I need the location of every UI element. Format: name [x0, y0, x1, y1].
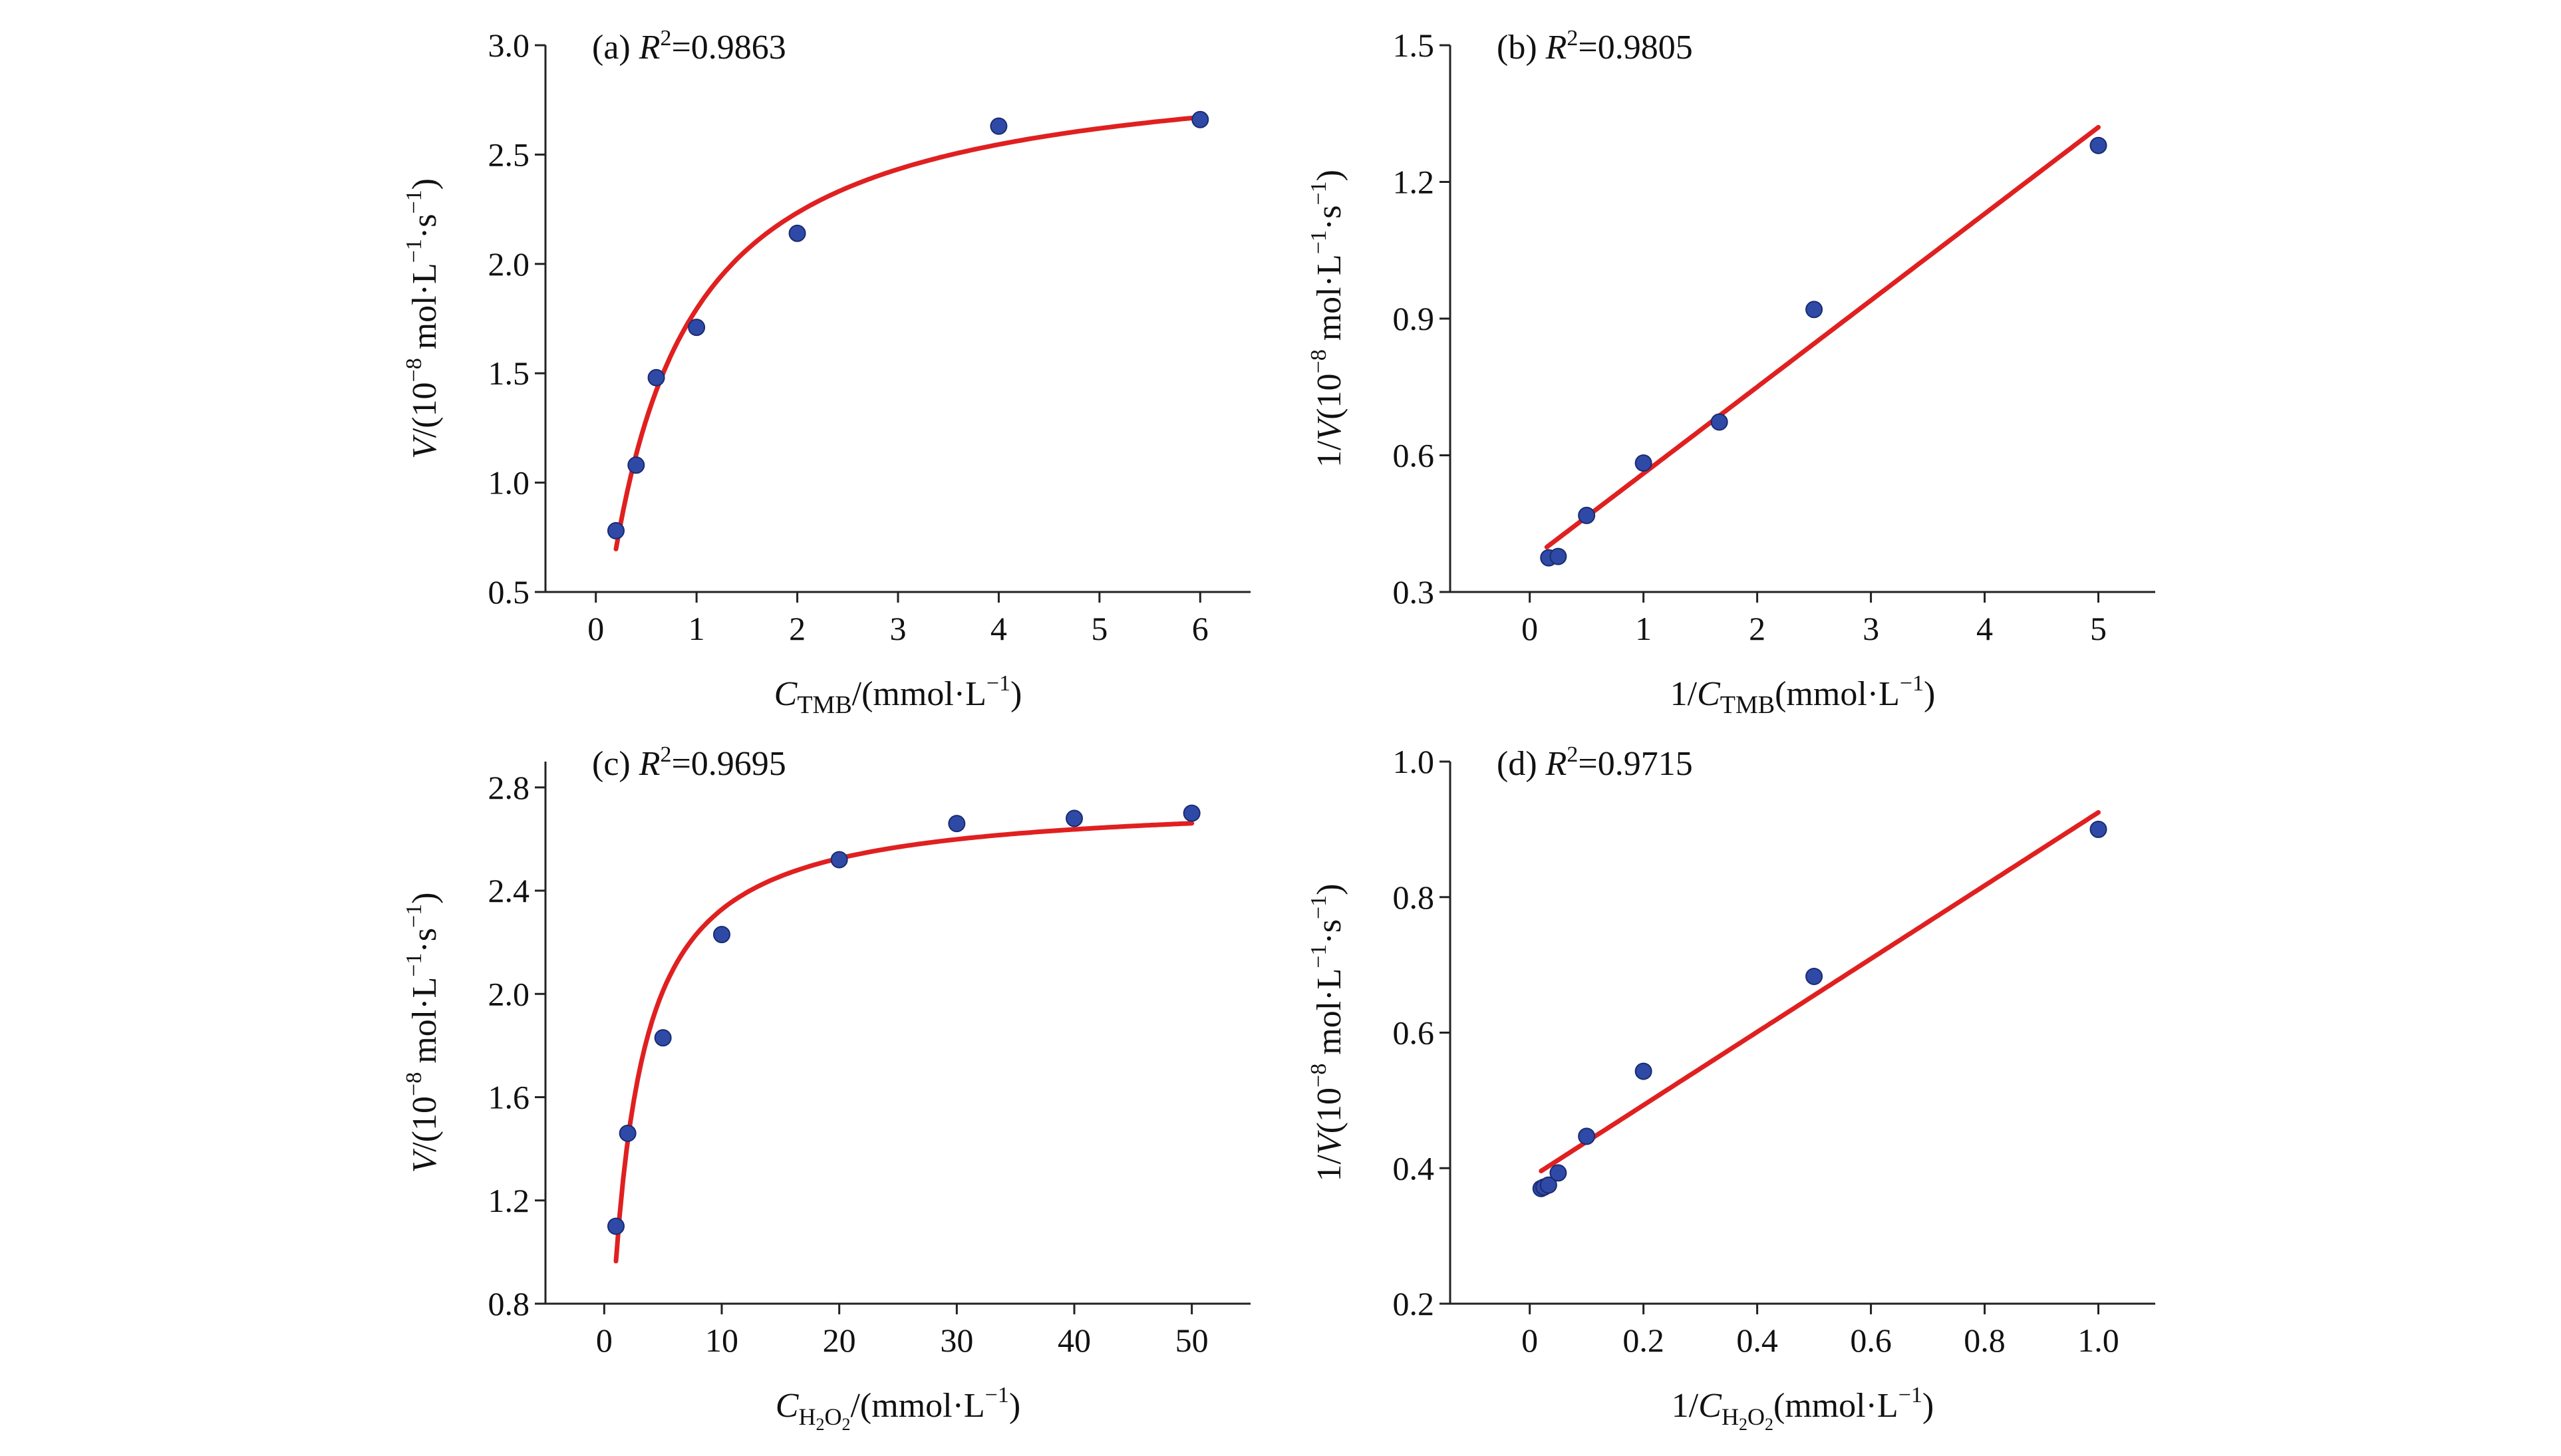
data-point: [1183, 804, 1201, 822]
data-point: [1539, 1176, 1557, 1194]
x-tick-label: 10: [705, 1322, 738, 1359]
x-tick-label: 30: [940, 1322, 973, 1359]
data-point: [990, 117, 1008, 135]
fit-line: [613, 114, 1203, 551]
x-tick-label: 1: [688, 610, 705, 647]
x-tick-label: 20: [823, 1322, 856, 1359]
y-tick-label: 1.6: [488, 1079, 530, 1116]
panel-c: 0 10 20 30 40 50 0.8 1.2 1.6 2.0 2.4 2.8 (c) R2=0.96…: [402, 742, 1251, 1434]
data-point: [607, 521, 625, 539]
data-point: [948, 815, 966, 833]
y-axis-label: V/(10−8 mol·L−1·s−1): [402, 893, 444, 1173]
x-tick-label: 0: [1521, 610, 1538, 647]
x-tick-label: 40: [1058, 1322, 1091, 1359]
y-tick-label: 1.2: [1393, 164, 1435, 201]
x-tick-label: 1: [1635, 610, 1652, 647]
panel-label: (a) R2=0.9863: [592, 26, 786, 67]
x-tick-label: 5: [2090, 610, 2107, 647]
data-point: [1634, 1062, 1652, 1080]
data-point: [1066, 809, 1083, 827]
data-point: [2089, 820, 2107, 838]
data-point: [713, 926, 730, 944]
fit-line: [1544, 124, 2101, 549]
y-tick-label: 0.5: [488, 573, 530, 611]
y-tick-label: 0.2: [1393, 1285, 1435, 1322]
panel-d: 0 0.2 0.4 0.6 0.8 1.0 0.2 0.4 0.6 0.8 1.0 (d) R2=0.…: [1306, 742, 2155, 1434]
y-axis-label: 1/V(10−8 mol·L−1·s−1): [1306, 884, 1348, 1182]
x-axis-label: 1/CH2O2(mmol·L−1): [1672, 1383, 1934, 1434]
x-tick-label: 0: [596, 1322, 613, 1359]
x-tick-label: 4: [1976, 610, 1993, 647]
data-point: [830, 851, 848, 869]
x-axis-label: CH2O2/(mmol·L−1): [776, 1383, 1020, 1434]
y-tick-label: 2.4: [488, 872, 530, 909]
y-tick-label: 0.8: [488, 1285, 530, 1322]
data-point: [2089, 136, 2107, 154]
x-tick-label: 1.0: [2077, 1322, 2119, 1359]
y-tick-label: 0.6: [1393, 437, 1435, 474]
data-point: [607, 1217, 625, 1235]
y-tick-label: 1.0: [1393, 743, 1435, 780]
data-point: [627, 456, 645, 474]
x-tick-label: 0.2: [1622, 1322, 1664, 1359]
y-axis-label: 1/V(10−8 mol·L−1·s−1): [1306, 170, 1348, 468]
data-point: [619, 1124, 637, 1142]
data-point: [1191, 110, 1209, 128]
x-axis-label: 1/CTMB(mmol·L−1): [1670, 671, 1936, 719]
panel-b: 0 1 2 3 4 5 0.3 0.6 0.9 1.2 1.5 (b) R2=0.9805 1/CTMB…: [1306, 26, 2155, 719]
x-tick-label: 3: [890, 610, 907, 647]
fit-line: [613, 821, 1195, 1264]
x-tick-label: 0: [1521, 1322, 1538, 1359]
data-point: [1578, 506, 1596, 524]
y-tick-label: 0.8: [1393, 879, 1435, 916]
y-tick-label: 1.2: [488, 1182, 530, 1219]
y-tick-label: 0.6: [1393, 1014, 1435, 1052]
fit-line: [1539, 809, 2101, 1173]
y-tick-label: 0.3: [1393, 573, 1435, 611]
y-tick-label: 1.0: [488, 464, 530, 502]
x-tick-label: 5: [1091, 610, 1108, 647]
data-point: [1710, 413, 1728, 431]
data-point: [788, 224, 806, 242]
y-tick-label: 2.0: [488, 975, 530, 1012]
x-tick-label: 0: [587, 610, 604, 647]
y-tick-label: 2.5: [488, 136, 530, 173]
data-point: [688, 319, 706, 337]
data-point: [1578, 1127, 1596, 1145]
data-point: [1805, 967, 1823, 985]
panel-a: 0 1 2 3 4 5 6 0.5 1.0 1.5 2.0 2.5 3.0 (a) R2=0.9863 CT…: [402, 26, 1251, 719]
x-tick-label: 4: [990, 610, 1007, 647]
x-tick-label: 6: [1192, 610, 1209, 647]
x-tick-label: 2: [789, 610, 806, 647]
panel-label: (b) R2=0.9805: [1497, 26, 1693, 67]
panel-label: (d) R2=0.9715: [1497, 742, 1693, 783]
y-tick-label: 3.0: [488, 27, 530, 64]
x-tick-label: 3: [1863, 610, 1879, 647]
x-tick-label: 0.4: [1736, 1322, 1778, 1359]
data-point: [654, 1029, 672, 1047]
data-point: [1549, 1164, 1567, 1182]
x-tick-label: 0.6: [1850, 1322, 1892, 1359]
x-tick-label: 0.8: [1964, 1322, 2006, 1359]
y-tick-label: 0.9: [1393, 300, 1435, 337]
y-axis-label: V/(10−8 mol·L−1·s−1): [402, 178, 444, 459]
panel-label: (c) R2=0.9695: [592, 742, 786, 783]
x-tick-label: 50: [1175, 1322, 1209, 1359]
y-tick-label: 1.5: [488, 355, 530, 392]
y-tick-label: 1.5: [1393, 27, 1435, 64]
y-tick-label: 0.4: [1393, 1149, 1435, 1187]
data-point: [1549, 547, 1567, 565]
y-tick-label: 2.8: [488, 769, 530, 806]
data-point: [1634, 454, 1652, 472]
x-axis-label: CTMB/(mmol·L−1): [774, 671, 1022, 719]
data-point: [1805, 301, 1823, 319]
y-tick-label: 2.0: [488, 245, 530, 283]
data-point: [647, 368, 665, 386]
x-tick-label: 2: [1749, 610, 1765, 647]
